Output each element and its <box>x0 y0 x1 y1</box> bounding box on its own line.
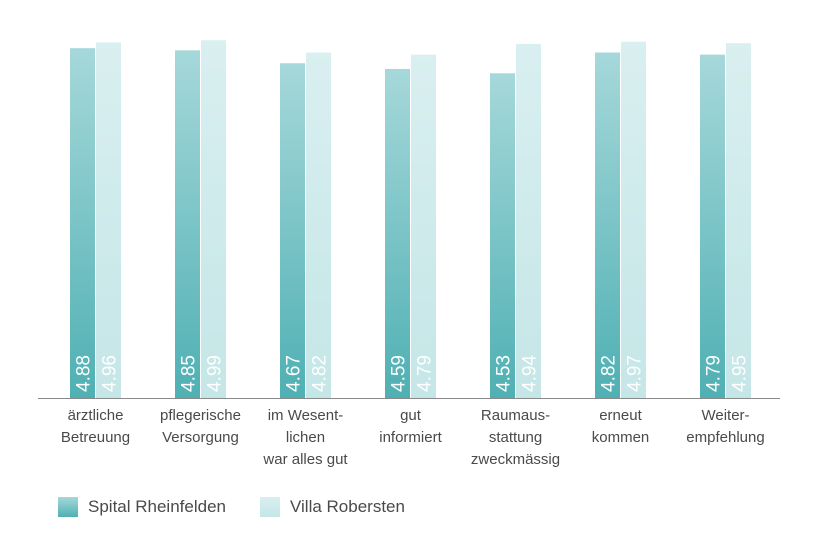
bar-spital-rheinfelden-cat1 <box>70 48 95 399</box>
value-label-spital-rheinfelden-cat2: 4.85 <box>179 355 200 392</box>
value-label-villa-robersten-cat4: 4.79 <box>415 355 436 392</box>
legend-label-villa-robersten: Villa Robersten <box>289 497 405 516</box>
legend-label-spital-rheinfelden: Spital Rheinfelden <box>88 497 226 516</box>
bar-villa-robersten-cat1 <box>96 42 121 399</box>
bar-spital-rheinfelden-cat6 <box>595 52 620 399</box>
value-label-villa-robersten-cat2: 4.99 <box>205 355 226 392</box>
bar-villa-robersten-cat6 <box>621 41 646 399</box>
category-label-cat7: Weiter-empfehlung <box>686 407 764 446</box>
value-label-villa-robersten-cat3: 4.82 <box>310 355 331 392</box>
category-label-cat6: erneut kommen <box>592 407 650 446</box>
value-label-spital-rheinfelden-cat6: 4.82 <box>599 355 620 392</box>
value-label-spital-rheinfelden-cat4: 4.59 <box>389 355 410 392</box>
bar-villa-robersten-cat5 <box>516 43 541 399</box>
category-label-line: stattung <box>489 429 542 446</box>
bars-group <box>70 40 751 399</box>
category-label-line: kommen <box>592 429 650 446</box>
category-label-line: empfehlung <box>686 429 764 446</box>
category-label-line: informiert <box>379 429 442 446</box>
legend-item-spital-rheinfelden: Spital Rheinfelden <box>58 497 226 517</box>
bar-spital-rheinfelden-cat4 <box>385 68 410 399</box>
category-label-line: gut <box>400 407 422 424</box>
bar-villa-robersten-cat4 <box>411 54 436 398</box>
value-label-spital-rheinfelden-cat3: 4.67 <box>284 355 305 392</box>
value-label-spital-rheinfelden-cat1: 4.88 <box>74 355 95 392</box>
category-label-line: ärztliche <box>68 407 124 424</box>
category-label-line: Versorgung <box>162 429 239 446</box>
category-label-cat2: pflegerische Versorgung <box>160 407 241 446</box>
bar-spital-rheinfelden-cat2 <box>175 50 200 398</box>
category-label-line: Betreuung <box>61 429 130 446</box>
category-label-line: Weiter- <box>701 407 749 424</box>
value-label-villa-robersten-cat7: 4.95 <box>730 355 751 392</box>
category-label-line: zweckmässig <box>471 451 560 468</box>
value-labels-group: 4.88 4.96 4.85 4.99 4.67 4.82 4.59 4.79 4.53 4.94… <box>74 355 751 392</box>
category-labels-group: ärztliche Betreuung pflegerische Versorgung… <box>61 407 765 468</box>
category-label-cat3: im Wesent-lichen war alles gut <box>262 407 348 468</box>
value-label-villa-robersten-cat1: 4.96 <box>100 355 121 392</box>
category-label-cat1: ärztliche Betreuung <box>61 407 130 446</box>
value-label-spital-rheinfelden-cat5: 4.53 <box>494 355 515 392</box>
category-label-cat4: gut informiert <box>379 407 442 446</box>
value-label-spital-rheinfelden-cat7: 4.79 <box>704 355 725 392</box>
legend-swatch-spital-rheinfelden <box>58 497 78 517</box>
bar-villa-robersten-cat2 <box>201 40 226 398</box>
bar-spital-rheinfelden-cat3 <box>280 63 305 399</box>
bar-spital-rheinfelden-cat7 <box>700 54 725 398</box>
bar-villa-robersten-cat3 <box>306 52 331 399</box>
category-label-line: pflegerische <box>160 407 241 424</box>
category-label-line: erneut <box>599 407 642 424</box>
legend: Spital Rheinfelden Villa Robersten <box>58 497 439 517</box>
value-label-villa-robersten-cat5: 4.94 <box>520 355 541 392</box>
bar-villa-robersten-cat7 <box>726 43 751 399</box>
legend-item-villa-robersten: Villa Robersten <box>259 497 405 517</box>
bar-spital-rheinfelden-cat5 <box>490 73 515 399</box>
category-label-line: war alles gut <box>262 451 348 468</box>
category-label-cat5: Raumaus-stattung zweckmässig <box>471 407 560 468</box>
bar-chart: 4.88 4.96 4.85 4.99 4.67 4.82 4.59 4.79 4.53 4.94… <box>38 40 780 468</box>
category-label-line: im Wesent- <box>268 407 344 424</box>
value-label-villa-robersten-cat6: 4.97 <box>625 355 646 392</box>
category-label-line: lichen <box>286 429 325 446</box>
category-label-line: Raumaus- <box>481 407 550 424</box>
legend-swatch-villa-robersten <box>259 497 280 517</box>
